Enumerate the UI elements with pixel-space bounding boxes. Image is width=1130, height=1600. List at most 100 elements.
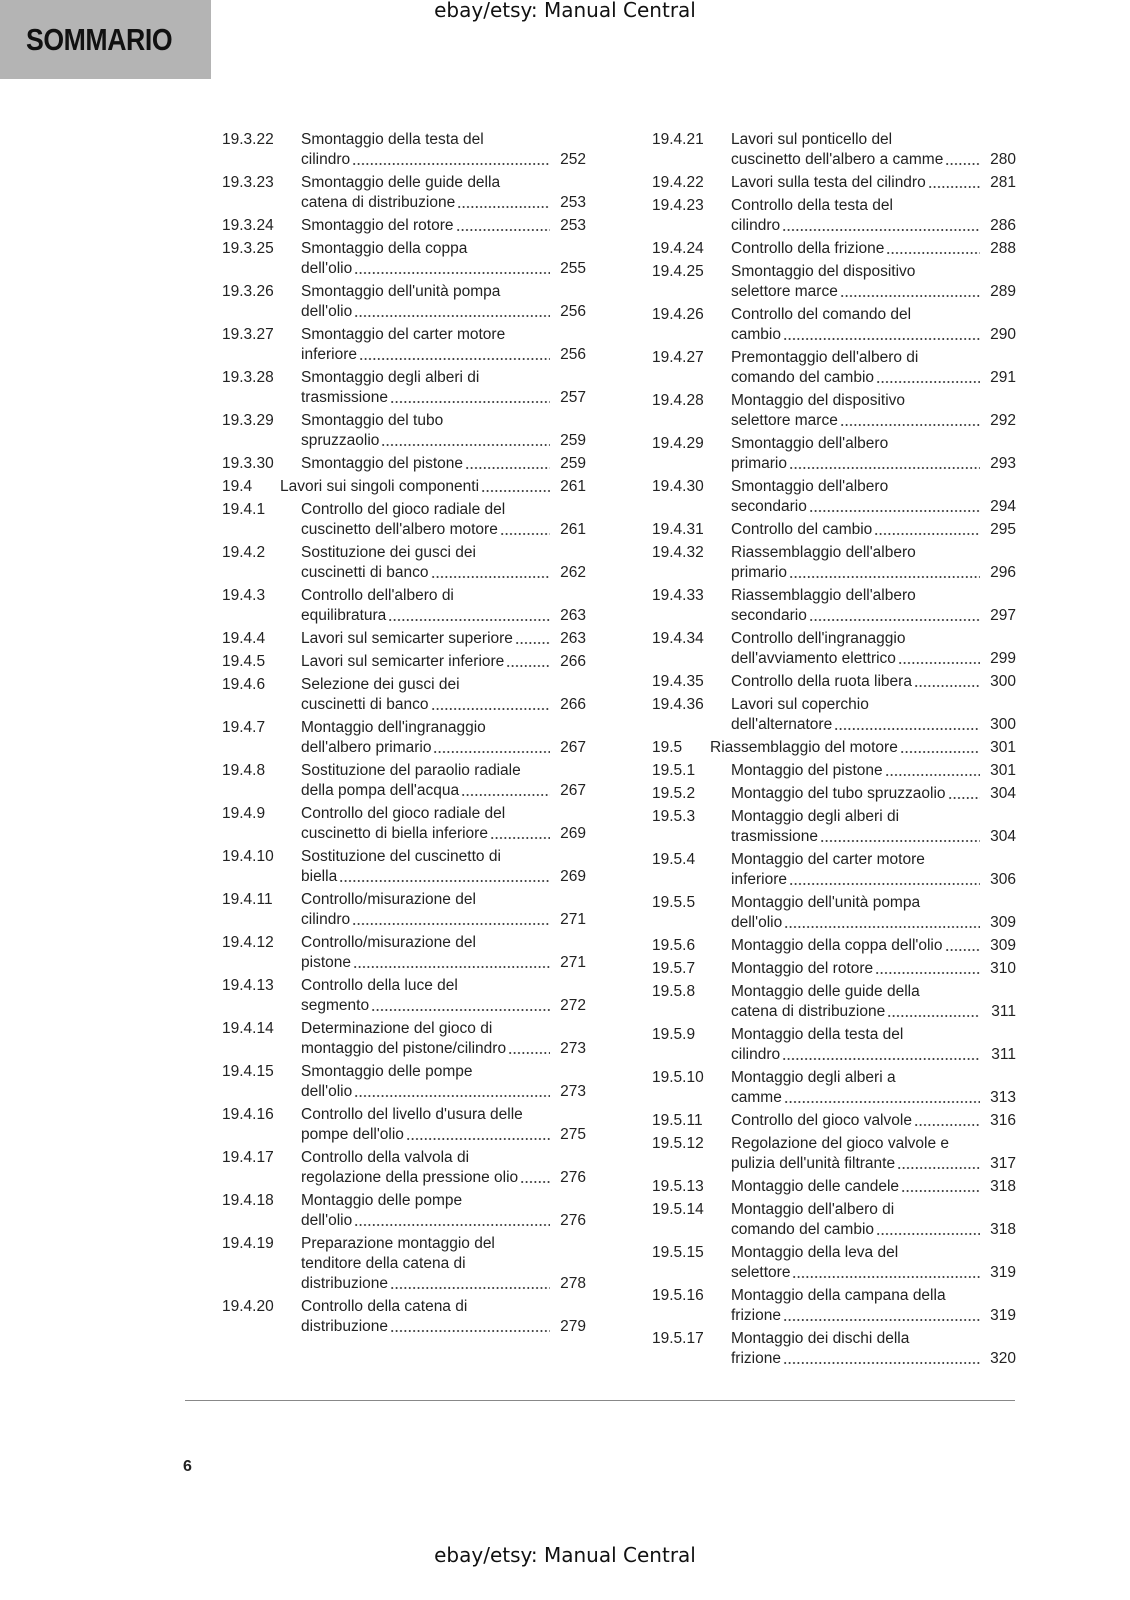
title-line: Lavori sul ponticello del: [731, 131, 893, 148]
section-number: 19.4.36: [652, 696, 704, 713]
title-line: dell'olio: [301, 1083, 353, 1100]
page-ref: 320: [990, 1350, 1016, 1367]
entry-text: Lavori sul semicarter superiore 263: [301, 629, 586, 649]
page-ref: 300: [990, 716, 1016, 733]
page-ref: 275: [560, 1126, 586, 1143]
page-ref: 273: [560, 1083, 586, 1100]
toc-entry: 19.5.2 Montaggio del tubo spruzzaolio 304: [652, 784, 1016, 804]
title-line: Controllo della luce del: [301, 977, 458, 994]
title-line-row: primario 293: [731, 454, 1016, 474]
dot-leader: [887, 1014, 980, 1018]
section-number: 19.5.7: [652, 960, 696, 977]
title-line: Montaggio del dispositivo: [731, 392, 906, 409]
dot-leader: [782, 228, 980, 232]
title-line: Controllo della frizione: [731, 240, 885, 257]
title-line: Lavori sul coperchio: [731, 696, 869, 713]
title-line-row: cuscinetti di banco 262: [301, 563, 586, 583]
title-line: selettore: [731, 1264, 791, 1281]
title-line-row: segmento 272: [301, 996, 586, 1016]
section-number: 19.4.1: [222, 501, 266, 518]
toc-entry: 19.4.4 Lavori sul semicarter superiore 263: [222, 629, 586, 649]
section-number: 19.5.11: [652, 1112, 703, 1129]
section-number: 19.4.17: [222, 1149, 274, 1166]
title-line-row: selettore 319: [731, 1263, 1016, 1283]
section-number: 19.5.9: [652, 1026, 696, 1043]
entry-text: Montaggio della campana della frizione 319: [731, 1286, 1016, 1326]
title-line-row: cambio 290: [731, 325, 1016, 345]
title-line-row: catena di distribuzione 253: [301, 193, 586, 213]
dot-leader: [820, 839, 980, 843]
title-line: Smontaggio del tubo: [301, 412, 444, 429]
title-line: trasmissione: [301, 389, 388, 406]
entry-text: Montaggio delle guide della catena di dis…: [731, 982, 1016, 1022]
title-line: Montaggio del pistone: [731, 762, 883, 779]
title-line-row: Controllo del cambio 295: [731, 520, 1016, 540]
page-ref: 267: [560, 739, 586, 756]
dot-leader: [792, 1275, 980, 1279]
dot-leader: [839, 294, 980, 298]
title-line: cuscinetto di biella inferiore: [301, 825, 488, 842]
title-line-row: secondario 297: [731, 606, 1016, 626]
dot-leader: [461, 793, 550, 797]
section-number: 19.4.16: [222, 1106, 274, 1123]
title-line: Montaggio del tubo spruzzaolio: [731, 785, 946, 802]
title-line: cuscinetti di banco: [301, 696, 429, 713]
title-line-row: cuscinetto di biella inferiore 269: [301, 824, 586, 844]
entry-text: Sostituzione dei gusci dei cuscinetti di …: [301, 543, 586, 583]
section-number: 19.5.4: [652, 851, 696, 868]
title-line: frizione: [731, 1350, 781, 1367]
toc-entry: 19.4.35 Controllo della ruota libera 300: [652, 672, 1016, 692]
page-ref: 319: [990, 1264, 1016, 1281]
section-number: 19.4.30: [652, 478, 704, 495]
entry-text: Controllo del cambio 295: [731, 520, 1016, 540]
entry-text: Controllo del gioco radiale del cuscinett…: [301, 804, 586, 844]
title-line: cuscinetti di banco: [301, 564, 429, 581]
entry-text: Montaggio del pistone 301: [731, 761, 1016, 781]
section-number: 19.4.4: [222, 630, 266, 647]
toc-entry: 19.4.23 Controllo della testa del cilindro…: [652, 196, 1016, 236]
title-line: Sostituzione dei gusci dei: [301, 544, 476, 561]
page-ref: 317: [990, 1155, 1016, 1172]
dot-leader: [927, 185, 980, 189]
entry-text: Controllo della testa del cilindro 286: [731, 196, 1016, 236]
section-number: 19.4.9: [222, 805, 266, 822]
dot-leader: [465, 466, 550, 470]
entry-text: Smontaggio dell'albero secondario 294: [731, 477, 1016, 517]
title-line: primario: [731, 455, 787, 472]
entry-text: Controllo/misurazione del pistone 271: [301, 933, 586, 973]
toc-entry: 19.4.3 Controllo dell'albero di equilibrat…: [222, 586, 586, 626]
section-number: 19.3.29: [222, 412, 274, 429]
title-line-row: cilindro 286: [731, 216, 1016, 236]
entry-text: Montaggio degli alberi di trasmissione 304: [731, 807, 1016, 847]
header-title: SOMMARIO: [26, 22, 173, 57]
section-number: 19.4.15: [222, 1063, 274, 1080]
title-line: Montaggio dell'unità pompa: [731, 894, 921, 911]
dot-leader: [489, 836, 550, 840]
entry-text: Controllo della luce del segmento 272: [301, 976, 586, 1016]
entry-text: Controllo della valvola di regolazione de…: [301, 1148, 586, 1188]
toc-entry: 19.3.23 Smontaggio delle guide della caten…: [222, 173, 586, 213]
entry-text: Montaggio dell'albero di comando del camb…: [731, 1200, 1016, 1240]
section-number: 19.5.17: [652, 1330, 704, 1347]
entry-text: Smontaggio della coppa dell'olio 255: [301, 239, 586, 279]
page-ref: 253: [560, 217, 586, 234]
toc-entry: 19.5.4 Montaggio del carter motore inferio…: [652, 850, 1016, 890]
page-ref: 286: [990, 217, 1016, 234]
entry-text: Smontaggio del dispositivo selettore marc…: [731, 262, 1016, 302]
entry-text: Lavori sui singoli componenti 261: [280, 477, 586, 497]
title-line: Montaggio delle pompe: [301, 1192, 463, 1209]
title-line-row: selettore marce 292: [731, 411, 1016, 431]
title-line-row: Smontaggio del pistone 259: [301, 454, 586, 474]
entry-text: Controllo dell'ingranaggio dell'avviament…: [731, 629, 1016, 669]
section-number: 19.3.27: [222, 326, 274, 343]
toc-entry: 19.5.11 Controllo del gioco valvole 316: [652, 1111, 1016, 1131]
dot-leader: [455, 228, 550, 232]
title-line-row: dell'avviamento elettrico 299: [731, 649, 1016, 669]
title-line: dell'olio: [301, 260, 353, 277]
section-number: 19.4.13: [222, 977, 274, 994]
title-line: Smontaggio delle pompe: [301, 1063, 473, 1080]
toc-entry: 19.4.2 Sostituzione dei gusci dei cuscinet…: [222, 543, 586, 583]
title-line: Lavori sul semicarter inferiore: [301, 653, 505, 670]
title-line: equilibratura: [301, 607, 387, 624]
toc-entry: 19.5.16 Montaggio della campana della friz…: [652, 1286, 1016, 1326]
